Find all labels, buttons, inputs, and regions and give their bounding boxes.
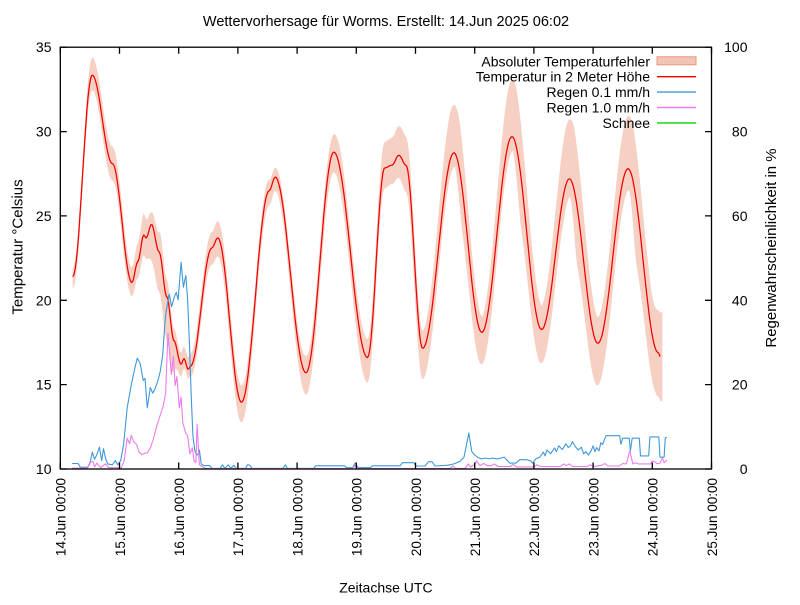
svg-text:20: 20 <box>732 377 748 393</box>
svg-text:0: 0 <box>740 461 748 477</box>
svg-text:25: 25 <box>36 208 52 224</box>
svg-text:21.Jun 00:00: 21.Jun 00:00 <box>468 478 483 556</box>
svg-text:Temperatur in 2 Meter Höhe: Temperatur in 2 Meter Höhe <box>476 69 651 85</box>
svg-text:40: 40 <box>732 292 748 308</box>
svg-text:Zeitachse UTC: Zeitachse UTC <box>339 580 432 596</box>
svg-text:Wettervorhersage für Worms. Er: Wettervorhersage für Worms. Erstellt: 14… <box>203 14 569 30</box>
svg-text:22.Jun 00:00: 22.Jun 00:00 <box>527 478 542 556</box>
svg-text:18.Jun 00:00: 18.Jun 00:00 <box>290 478 305 556</box>
svg-text:Regen 0.1 mm/h: Regen 0.1 mm/h <box>547 84 651 100</box>
svg-text:30: 30 <box>36 124 52 140</box>
svg-text:24.Jun 00:00: 24.Jun 00:00 <box>646 478 661 556</box>
svg-text:15.Jun 00:00: 15.Jun 00:00 <box>113 478 128 556</box>
svg-text:Absoluter Temperaturfehler: Absoluter Temperaturfehler <box>481 53 650 69</box>
svg-text:Schnee: Schnee <box>603 115 651 131</box>
svg-text:100: 100 <box>724 39 748 55</box>
svg-text:Regenwahrscheinlichkeit in %: Regenwahrscheinlichkeit in % <box>763 148 780 347</box>
svg-text:17.Jun 00:00: 17.Jun 00:00 <box>231 478 246 556</box>
svg-text:23.Jun 00:00: 23.Jun 00:00 <box>586 478 601 556</box>
svg-text:60: 60 <box>732 208 748 224</box>
svg-text:25.Jun 00:00: 25.Jun 00:00 <box>705 478 720 556</box>
svg-text:80: 80 <box>732 124 748 140</box>
svg-text:14.Jun 00:00: 14.Jun 00:00 <box>54 478 69 556</box>
svg-text:Regen 1.0 mm/h: Regen 1.0 mm/h <box>547 100 651 116</box>
svg-text:20: 20 <box>36 292 52 308</box>
svg-text:Temperatur °Celsius: Temperatur °Celsius <box>10 179 27 314</box>
svg-text:20.Jun 00:00: 20.Jun 00:00 <box>409 478 424 556</box>
svg-text:10: 10 <box>36 461 52 477</box>
svg-text:19.Jun 00:00: 19.Jun 00:00 <box>350 478 365 556</box>
svg-text:35: 35 <box>36 39 52 55</box>
svg-text:15: 15 <box>36 377 52 393</box>
svg-text:16.Jun 00:00: 16.Jun 00:00 <box>172 478 187 556</box>
